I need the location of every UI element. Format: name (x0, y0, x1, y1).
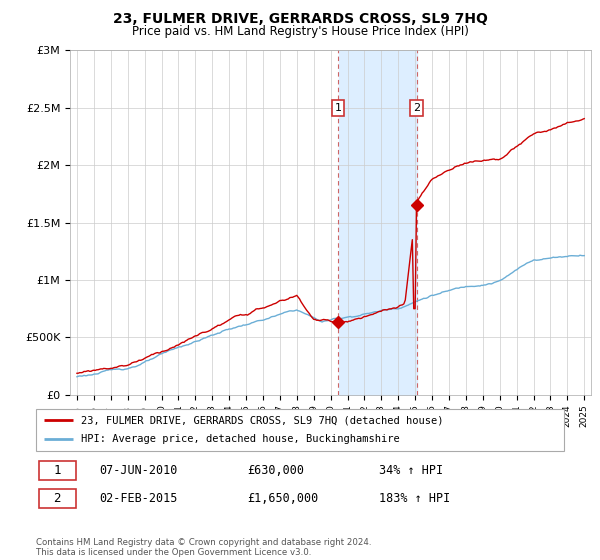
Text: Price paid vs. HM Land Registry's House Price Index (HPI): Price paid vs. HM Land Registry's House … (131, 25, 469, 38)
Text: 2: 2 (413, 103, 420, 113)
Text: 2: 2 (53, 492, 61, 505)
Text: 07-JUN-2010: 07-JUN-2010 (100, 464, 178, 477)
Text: 1: 1 (335, 103, 341, 113)
Text: £630,000: £630,000 (247, 464, 304, 477)
Text: 34% ↑ HPI: 34% ↑ HPI (379, 464, 443, 477)
Text: 1: 1 (53, 464, 61, 477)
Bar (38, 488, 76, 508)
Text: Contains HM Land Registry data © Crown copyright and database right 2024.
This d: Contains HM Land Registry data © Crown c… (36, 538, 371, 557)
Text: 02-FEB-2015: 02-FEB-2015 (100, 492, 178, 505)
FancyBboxPatch shape (36, 409, 564, 451)
Text: HPI: Average price, detached house, Buckinghamshire: HPI: Average price, detached house, Buck… (81, 435, 400, 445)
Text: 23, FULMER DRIVE, GERRARDS CROSS, SL9 7HQ (detached house): 23, FULMER DRIVE, GERRARDS CROSS, SL9 7H… (81, 415, 443, 425)
Text: 23, FULMER DRIVE, GERRARDS CROSS, SL9 7HQ: 23, FULMER DRIVE, GERRARDS CROSS, SL9 7H… (113, 12, 487, 26)
Bar (38, 460, 76, 480)
Text: 183% ↑ HPI: 183% ↑ HPI (379, 492, 451, 505)
Text: £1,650,000: £1,650,000 (247, 492, 319, 505)
